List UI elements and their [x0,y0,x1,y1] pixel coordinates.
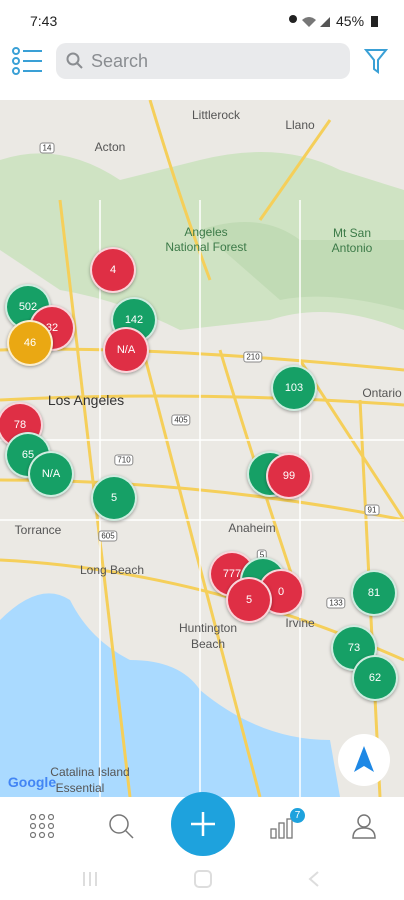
map-label: Huntington [178,621,238,635]
map-label: Llano [285,118,315,132]
aqi-marker[interactable]: 4 [90,247,136,293]
aqi-marker[interactable]: 62 [352,655,398,701]
system-nav-icons [83,870,319,888]
battery-icon [371,16,378,27]
locate-button[interactable] [336,732,392,788]
map-label: Long Beach [79,563,145,577]
profile-button[interactable] [351,812,377,840]
map-label: Ontario [362,386,402,400]
google-logo: Google [7,774,57,790]
aqi-marker[interactable]: 5 [226,577,272,623]
map-label: Los Angeles [47,392,125,408]
map[interactable]: Littlerock Llano Acton Angeles National … [0,100,404,797]
aqi-marker[interactable]: 5 [91,475,137,521]
aqi-marker[interactable]: 103 [271,365,317,411]
bottom-nav: 7 [0,792,404,860]
add-button[interactable] [170,791,236,857]
grid-button[interactable] [30,814,54,838]
map-label: Acton [94,140,126,154]
road-shield: 14 [39,142,55,154]
map-label: Torrance [14,523,62,537]
aqi-marker[interactable]: 81 [351,570,397,616]
map-label: Irvine [285,616,315,630]
map-label: Antonio [331,241,373,255]
road-shield: 605 [98,530,118,542]
map-label: Mt San [332,226,372,240]
map-label: Essential [55,781,105,795]
time: 7:43 [30,13,58,29]
notification-badge: 7 [290,808,305,823]
battery: 45% [336,13,365,29]
map-label: Anaheim [228,521,276,535]
aqi-marker[interactable]: 99 [266,453,312,499]
road-shield: 133 [326,597,346,609]
system-nav [0,860,404,900]
map-base [0,100,404,797]
explore-button[interactable] [108,813,134,839]
stats-button[interactable] [270,817,294,839]
search-icon [66,52,83,69]
map-label: Angeles [184,225,228,239]
road-shield: 91 [364,504,380,516]
road-shield: 405 [171,414,191,426]
road-shield: 210 [243,351,263,363]
status-bar: 7:43 45% [0,0,404,40]
map-label: Catalina Island [50,765,130,779]
search-bar[interactable]: Search [56,43,350,79]
map-label: Littlerock [191,108,241,122]
aqi-marker[interactable]: N/A [103,327,149,373]
aqi-marker[interactable]: 46 [7,320,53,366]
list-button[interactable] [12,46,44,76]
map-label: Beach [190,637,226,651]
search-placeholder: Search [91,51,149,71]
map-label: National Forest [165,240,247,254]
filter-button[interactable] [364,48,388,74]
aqi-marker[interactable]: N/A [28,451,74,497]
road-shield: 710 [114,454,134,466]
status-icons [289,15,330,27]
